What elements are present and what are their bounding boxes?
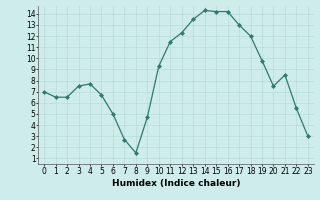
X-axis label: Humidex (Indice chaleur): Humidex (Indice chaleur): [112, 179, 240, 188]
